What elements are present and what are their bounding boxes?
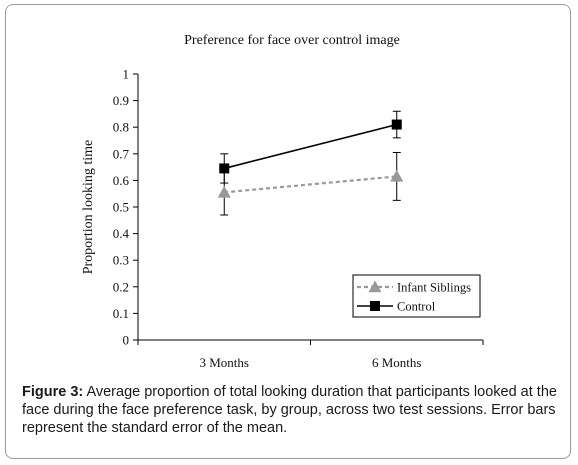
line-chart: Preference for face over control image P…: [81, 33, 484, 370]
x-tick-label: 3 Months: [200, 355, 249, 370]
y-tick-label: 0.2: [113, 279, 129, 294]
x-ticks: 3 Months 6 Months: [137, 340, 484, 370]
y-tick-label: 0.7: [113, 146, 130, 161]
legend: Infant Siblings Control: [352, 274, 481, 318]
figure-frame: [5, 4, 571, 459]
triangle-marker: [390, 169, 404, 182]
y-tick-label: 0.8: [113, 120, 129, 135]
legend-label: Control: [397, 300, 436, 314]
figure-caption: Figure 3: Average proportion of total lo…: [22, 383, 562, 437]
series-line: [224, 123, 397, 170]
y-tick-label: 0.5: [113, 200, 129, 215]
caption-text: Average proportion of total looking dura…: [22, 384, 557, 436]
square-marker: [391, 119, 402, 130]
y-tick-label: 1: [123, 67, 130, 82]
y-tick-label: 0.1: [113, 306, 129, 321]
square-marker: [370, 301, 380, 311]
y-tick-label: 0.9: [113, 93, 129, 108]
series-line: [224, 175, 397, 194]
triangle-marker: [368, 280, 382, 293]
y-ticks: 0 0.1 0.2 0.3 0.4 0.5 0.6 0.7 0.8 0.9 1: [113, 67, 138, 348]
y-tick-label: 0.6: [113, 173, 130, 188]
caption-label: Figure 3:: [22, 384, 84, 400]
x-tick-label: 6 Months: [372, 355, 421, 370]
chart-title: Preference for face over control image: [184, 33, 400, 48]
triangle-marker: [217, 185, 231, 198]
y-axis-label: Proportion looking time: [81, 140, 96, 275]
y-tick-label: 0.4: [113, 226, 130, 241]
legend-label: Infant Siblings: [397, 281, 471, 295]
square-marker: [219, 163, 230, 174]
y-tick-label: 0: [123, 333, 130, 348]
legend-box: [352, 274, 481, 318]
series-layer: [217, 110, 404, 216]
y-tick-label: 0.3: [113, 253, 129, 268]
